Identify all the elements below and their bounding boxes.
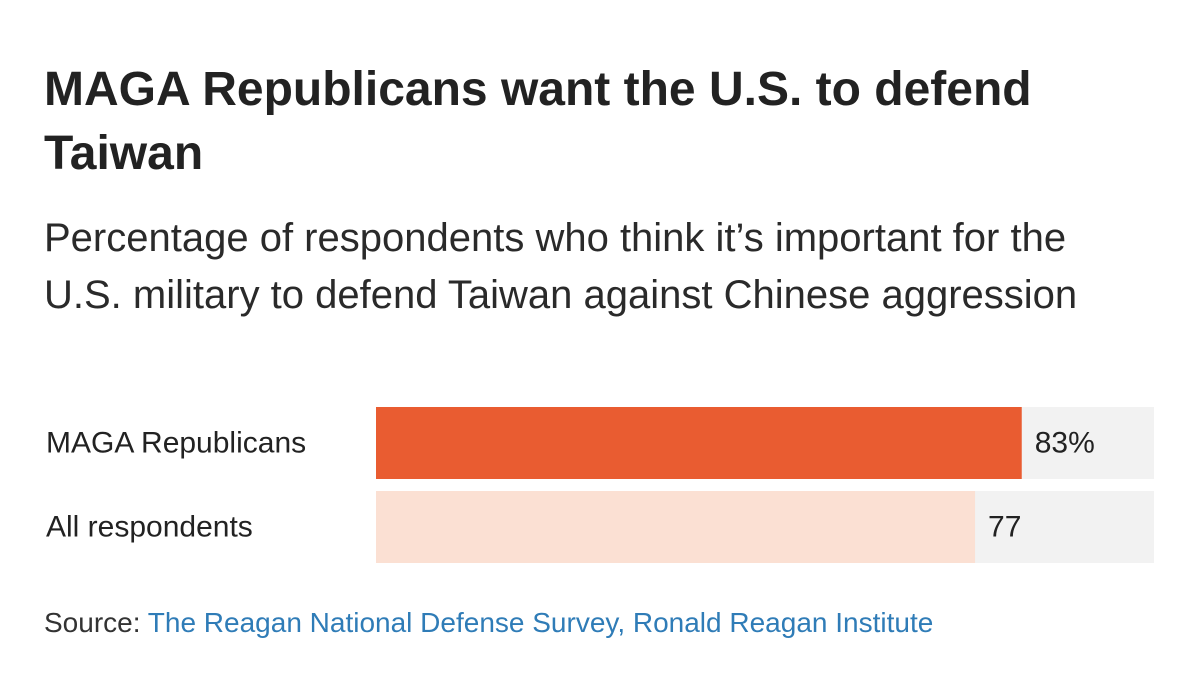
bar [376,491,976,563]
chart-subtitle: Percentage of respondents who think it’s… [44,216,1078,317]
value-label: 83% [1035,427,1095,460]
value-label: 77 [988,511,1021,544]
category-label: All respondents [46,511,253,544]
source-note: Source: The Reagan National Defense Surv… [44,605,933,641]
bar-chart: MAGA Republicans 83% All respondents 77 [46,407,1154,563]
bar [376,407,1022,479]
source-label: Source: [44,607,141,638]
chart-title: MAGA Republicans want the U.S. to defend… [44,63,1032,180]
category-label: MAGA Republicans [46,427,306,460]
source-link[interactable]: The Reagan National Defense Survey, Rona… [147,607,934,638]
